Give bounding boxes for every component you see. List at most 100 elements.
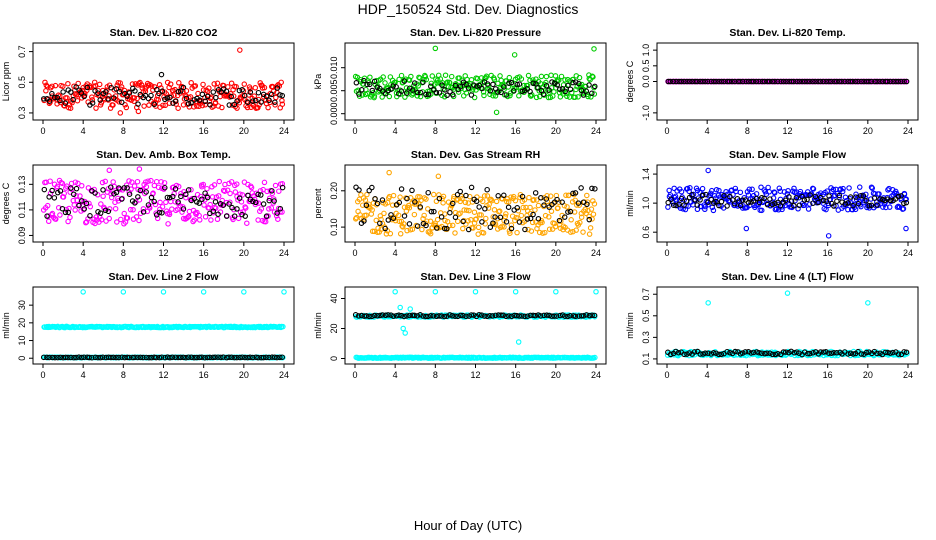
data-point xyxy=(562,88,568,95)
data-point xyxy=(428,208,435,215)
data-point xyxy=(135,101,141,107)
data-point xyxy=(374,200,381,207)
data-point xyxy=(776,185,783,192)
data-point xyxy=(425,189,431,196)
data-point xyxy=(508,225,515,232)
data-point xyxy=(202,190,208,196)
data-point xyxy=(538,195,544,201)
data-point xyxy=(530,211,536,218)
page-title: HDP_150524 Std. Dev. Diagnostics xyxy=(357,1,579,17)
y-tick-label: 0 xyxy=(329,356,339,361)
data-point xyxy=(667,351,674,358)
x-tick-label: 0 xyxy=(664,248,669,258)
series-2 xyxy=(665,348,910,358)
data-point xyxy=(670,78,677,85)
data-point xyxy=(229,204,235,211)
data-point xyxy=(196,200,202,206)
data-point xyxy=(162,184,168,191)
data-point xyxy=(87,213,93,219)
data-point xyxy=(60,89,66,95)
data-point xyxy=(524,216,531,222)
data-point xyxy=(404,227,410,234)
data-point xyxy=(274,83,280,89)
data-point xyxy=(44,354,50,361)
data-point xyxy=(235,215,242,222)
y-tick-label: 0.7 xyxy=(17,45,27,58)
data-point xyxy=(390,313,397,319)
data-point xyxy=(363,313,370,319)
data-point xyxy=(667,78,674,85)
data-point xyxy=(474,83,480,89)
data-point xyxy=(433,225,440,231)
data-point xyxy=(772,200,778,207)
data-point xyxy=(476,311,482,318)
data-point xyxy=(363,202,370,208)
data-point xyxy=(567,86,574,93)
data-point xyxy=(279,184,286,191)
data-point xyxy=(465,226,472,233)
data-point xyxy=(441,225,448,232)
data-point xyxy=(236,195,243,201)
data-point xyxy=(764,350,770,357)
data-point xyxy=(390,83,396,89)
data-point xyxy=(673,202,679,209)
data-point xyxy=(209,194,216,200)
x-tick-label: 12 xyxy=(158,248,168,258)
data-point xyxy=(84,84,91,91)
data-point xyxy=(237,354,243,361)
data-point xyxy=(177,354,184,361)
data-point xyxy=(231,101,238,108)
data-point xyxy=(549,79,555,85)
x-tick-label: 16 xyxy=(823,248,833,258)
data-point xyxy=(148,92,154,99)
data-point xyxy=(51,195,58,201)
data-point xyxy=(381,210,387,217)
data-point xyxy=(487,312,493,319)
data-point xyxy=(204,354,211,361)
outlier-point xyxy=(281,289,287,295)
data-point xyxy=(756,78,762,85)
data-point xyxy=(490,92,496,99)
data-point xyxy=(112,205,119,212)
data-point xyxy=(868,202,875,209)
data-point xyxy=(681,351,687,358)
data-point xyxy=(455,89,462,95)
data-point xyxy=(92,354,99,361)
data-point xyxy=(731,78,738,85)
data-point xyxy=(367,74,373,80)
data-point xyxy=(590,211,597,217)
data-point xyxy=(562,77,568,83)
data-point xyxy=(73,185,80,192)
series-1 xyxy=(41,289,287,331)
panel-2: Stan. Dev. Li-820 Pressure kPa 0 4 8 12 16 20 24… xyxy=(313,27,607,136)
data-point xyxy=(159,88,166,94)
data-point xyxy=(890,78,896,85)
data-point xyxy=(155,97,161,103)
data-point xyxy=(765,184,771,191)
data-point xyxy=(522,226,528,233)
data-point xyxy=(518,212,525,219)
data-point xyxy=(769,351,776,358)
data-point xyxy=(100,187,106,193)
data-point xyxy=(62,209,69,216)
outlier-point xyxy=(515,339,522,345)
data-point xyxy=(360,81,367,87)
data-point xyxy=(168,93,175,99)
data-point xyxy=(705,78,711,85)
y-axis-label: degrees C xyxy=(1,182,11,224)
data-point xyxy=(577,219,583,226)
data-point xyxy=(199,102,206,109)
data-point xyxy=(409,87,416,93)
data-point xyxy=(191,104,197,110)
data-point xyxy=(220,202,227,208)
data-point xyxy=(228,93,235,100)
y-tick-label: -1.0 xyxy=(641,105,651,121)
data-point xyxy=(476,204,482,210)
data-point xyxy=(359,87,365,93)
data-point xyxy=(665,204,671,210)
data-point xyxy=(495,80,501,87)
outlier-point xyxy=(705,300,711,306)
data-point xyxy=(903,349,910,355)
x-tick-label: 16 xyxy=(199,370,209,380)
data-point xyxy=(587,225,594,231)
